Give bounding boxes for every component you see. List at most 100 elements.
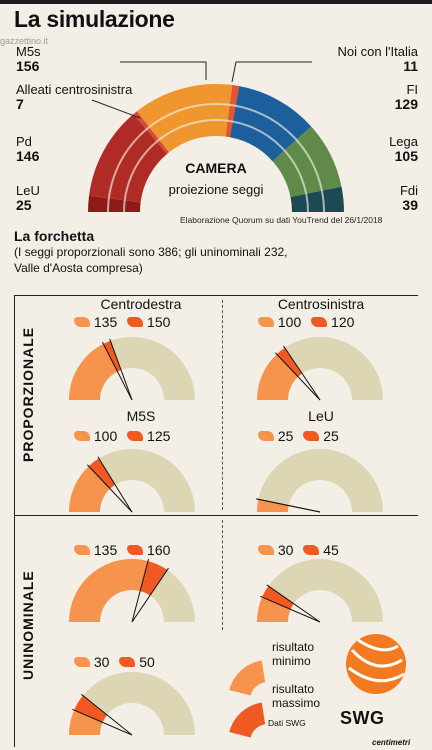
party-name: LeU [16,183,40,198]
gauge-min: 25 [277,428,294,444]
hemicycle-segment [229,86,312,162]
section-note: (I seggi proporzionali sono 386; gli uni… [14,245,288,275]
hemicycle-segment [272,126,342,198]
gauge-needle [131,559,150,623]
max-swatch-icon [303,431,320,441]
divider [222,300,223,510]
pointer-line [91,99,141,119]
hemicycle-arcs [88,83,344,213]
gauge-max: 45 [323,542,339,558]
max-swatch-icon [127,545,144,555]
gauge-max: 50 [139,654,155,670]
hemicycle-ring [123,119,309,213]
party-name: Noi con l'Italia [337,44,418,59]
party-seats: 129 [394,96,418,112]
gauge-background [257,449,383,512]
gauge-title: M5S [126,408,156,424]
legend-max-label: risultato massimo [272,682,321,710]
max-swatch-icon [311,317,328,327]
label-lega: Lega 105 [389,134,418,164]
gauge-min: 30 [93,654,110,670]
party-name: Alleati centrosinistra [16,82,133,97]
gauge-values: 30 45 [258,542,339,558]
gauge-title: Centrosinistra [277,296,365,312]
gauge-max: 120 [331,314,355,330]
gauge-values: 30 50 [74,654,155,670]
legend-shapes [229,660,266,738]
swg-logo-stripe [350,648,403,668]
page-title: La simulazione [14,6,175,32]
gauge-needle [283,345,321,401]
gauge-needle [275,352,321,401]
label-pd: Pd 146 [16,134,39,164]
gauge-min-fill [69,710,103,735]
gauges-group [69,337,383,736]
gauge-max-fill [88,458,116,489]
gauge-needle [87,464,133,513]
hemicycle-segment [136,83,233,153]
party-name: M5s [16,44,41,59]
party-name: Pd [16,134,32,149]
min-swatch-icon [258,317,274,327]
gauge-min-fill [257,499,289,512]
gauge-max-fill [103,340,122,372]
hemicycle-segment [290,186,344,212]
hemicycle-segment [225,85,240,138]
gauge-min: 135 [93,542,118,558]
gauge-needle [101,341,133,401]
max-swatch-icon [127,317,144,327]
min-swatch-icon [74,657,90,667]
min-swatch-icon [74,431,90,441]
divider [14,515,15,747]
source-note: Elaborazione Quorum su dati YouTrend del… [180,215,383,225]
party-seats: 156 [16,58,40,74]
gauge-min-fill [69,559,149,622]
gauge-values: 100 125 [74,428,170,444]
gauge-values: 25 25 [258,428,339,444]
legend-max-swatch [229,702,266,738]
gauge-needle [97,456,133,513]
gauge-min: 100 [277,314,302,330]
party-name: Lega [389,134,418,149]
gauge-needle [72,708,133,736]
gauge-min: 100 [93,428,118,444]
party-seats: 105 [394,148,418,164]
gauge-min: 30 [277,542,294,558]
label-fdi: Fdi 39 [400,183,418,213]
gauge-needle [81,693,133,736]
gauge-title: Centrodestra [100,296,182,312]
chart-subtitle: proiezione seggi [168,182,264,197]
label-fi: FI 129 [395,82,418,112]
gauge-needle [131,567,169,623]
label-leu: LeU 25 [16,183,40,213]
party-seats: 146 [16,148,40,164]
swg-logo-icon [346,634,406,694]
hemicycle-segment [133,111,170,154]
hemicycle-segment [88,195,141,212]
watermark: gazzettino.it [0,36,49,46]
max-swatch-icon [127,431,144,441]
brand-centimetri: centimetri [372,738,411,747]
gauge-needle [260,595,321,623]
gauge-min-fill [257,597,291,622]
label-m5s: M5s 156 [16,44,41,74]
gauge-max-fill [140,561,168,596]
party-seats: 7 [16,96,24,112]
gauge-values: 100 120 [258,314,354,330]
gauge-min-fill [69,343,118,400]
top-bar [0,0,432,4]
swg-logo-stripe [348,666,405,683]
label-noi: Noi con l'Italia 11 [337,44,418,74]
divider [14,295,15,516]
gauge-max-fill [74,695,108,723]
gauge-max: 125 [147,428,171,444]
gauge-title: LeU [308,408,334,424]
pointer-line [231,61,312,83]
party-seats: 25 [16,197,32,213]
gauge-max: 150 [147,314,171,330]
data-source: Dati SWG [268,718,306,728]
gauge-needle [109,338,133,401]
min-swatch-icon [74,545,90,555]
max-swatch-icon [303,545,320,555]
min-swatch-icon [258,545,274,555]
